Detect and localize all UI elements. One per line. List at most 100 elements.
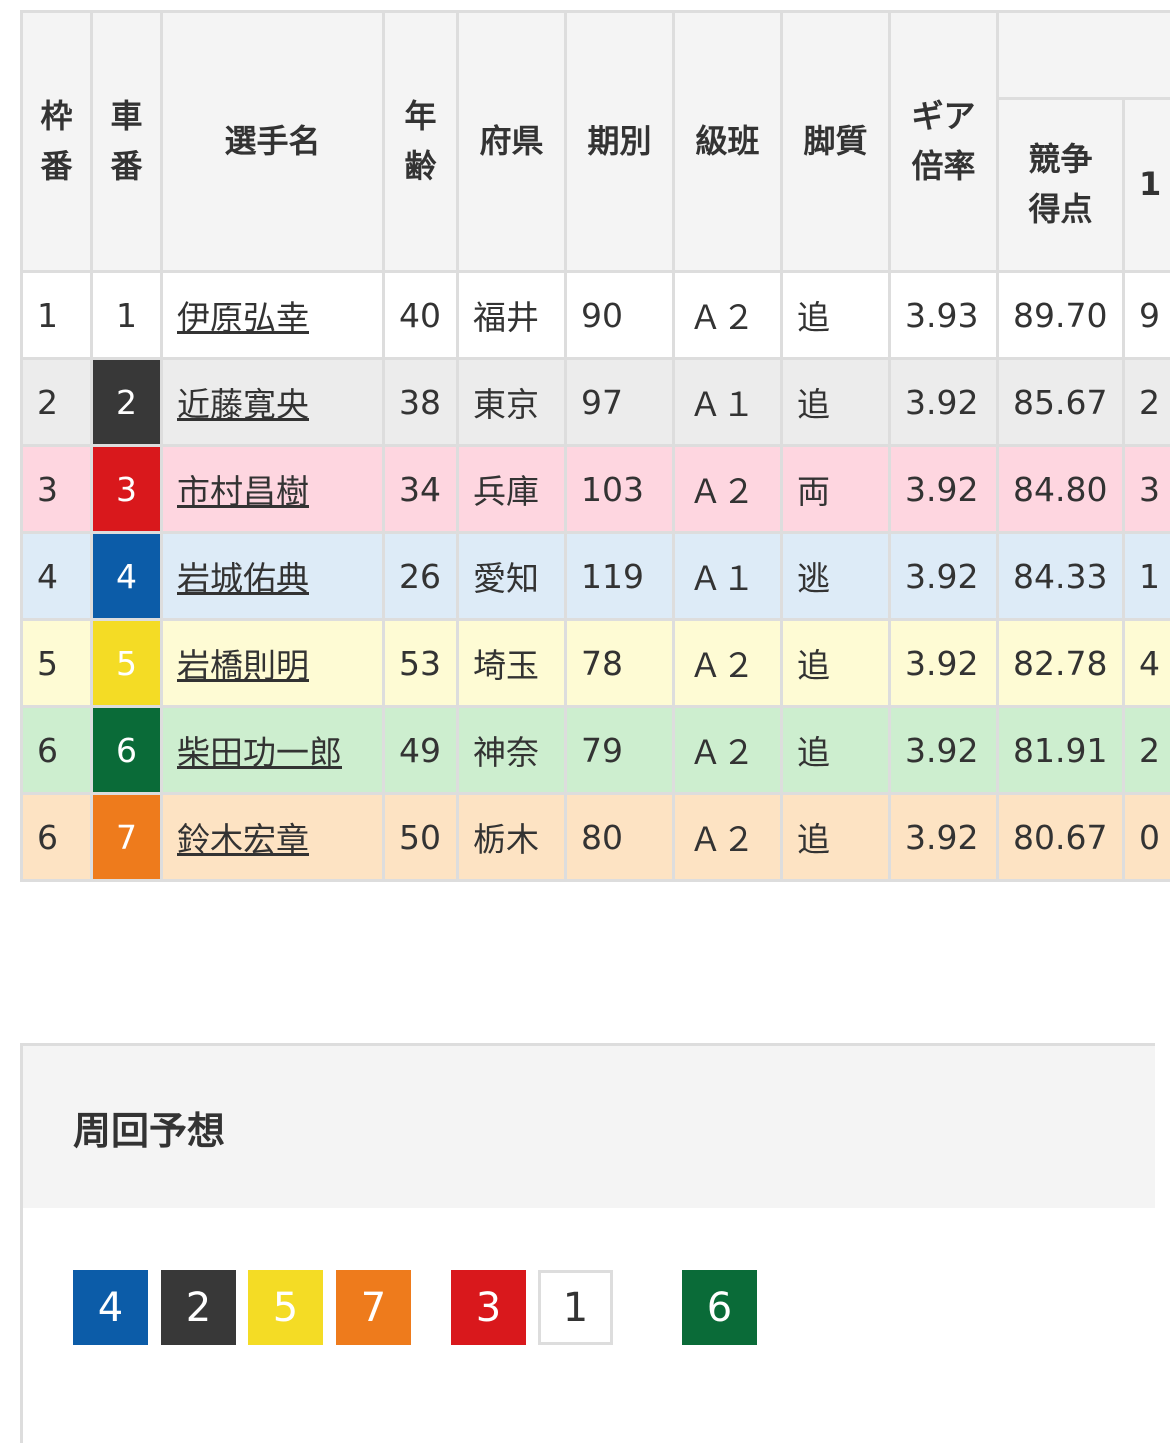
rider-name-link[interactable]: 岩城佑典 — [177, 559, 309, 598]
cell-gear: 3.92 — [890, 446, 998, 533]
cell-name: 鈴木宏章 — [162, 794, 384, 881]
cell-age: 34 — [384, 446, 458, 533]
cell-cut: 1 — [1124, 533, 1170, 620]
cell-term: 103 — [566, 446, 674, 533]
cell-waku: 6 — [22, 707, 92, 794]
rider-name-link[interactable]: 市村昌樹 — [177, 472, 309, 511]
header-score: 競争 得点 — [998, 99, 1124, 272]
cell-style: 追 — [782, 272, 890, 359]
cell-class: Ａ２ — [674, 272, 782, 359]
cell-name: 柴田功一郎 — [162, 707, 384, 794]
cell-score: 84.80 — [998, 446, 1124, 533]
cell-score: 89.70 — [998, 272, 1124, 359]
car-number-badge: 7 — [336, 1270, 411, 1345]
cell-class: Ａ２ — [674, 794, 782, 881]
cell-class: Ａ２ — [674, 446, 782, 533]
cell-class: Ａ１ — [674, 533, 782, 620]
cell-age: 26 — [384, 533, 458, 620]
cell-car: 5 — [92, 620, 162, 707]
cell-term: 90 — [566, 272, 674, 359]
cell-pref: 福井 — [458, 272, 566, 359]
header-pref: 府県 — [458, 12, 566, 272]
cell-gear: 3.92 — [890, 794, 998, 881]
cell-age: 38 — [384, 359, 458, 446]
cell-gear: 3.92 — [890, 359, 998, 446]
cell-term: 79 — [566, 707, 674, 794]
cell-pref: 愛知 — [458, 533, 566, 620]
car-number-badge: 1 — [538, 1270, 613, 1345]
cell-gear: 3.92 — [890, 620, 998, 707]
rider-name-link[interactable]: 鈴木宏章 — [177, 820, 309, 859]
cell-style: 逃 — [782, 533, 890, 620]
cell-car: 6 — [92, 707, 162, 794]
lap-prediction-title: 周回予想 — [23, 1046, 1155, 1208]
cell-style: 追 — [782, 620, 890, 707]
cell-class: Ａ２ — [674, 707, 782, 794]
header-cut: 1 — [1124, 99, 1170, 272]
cell-pref: 東京 — [458, 359, 566, 446]
cell-name: 岩城佑典 — [162, 533, 384, 620]
header-style: 脚質 — [782, 12, 890, 272]
header-gear: ギア 倍率 — [890, 12, 998, 272]
cell-name: 近藤寛央 — [162, 359, 384, 446]
cell-gear: 3.92 — [890, 533, 998, 620]
cell-car: 1 — [92, 272, 162, 359]
cell-pref: 埼玉 — [458, 620, 566, 707]
rider-name-link[interactable]: 伊原弘幸 — [177, 298, 309, 337]
cell-gear: 3.92 — [890, 707, 998, 794]
cell-term: 97 — [566, 359, 674, 446]
cell-car: 2 — [92, 359, 162, 446]
cell-car: 4 — [92, 533, 162, 620]
header-waku: 枠 番 — [22, 12, 92, 272]
cell-age: 53 — [384, 620, 458, 707]
rider-name-link[interactable]: 近藤寛央 — [177, 385, 309, 424]
cell-gear: 3.93 — [890, 272, 998, 359]
cell-score: 85.67 — [998, 359, 1124, 446]
cell-pref: 兵庫 — [458, 446, 566, 533]
cell-style: 両 — [782, 446, 890, 533]
header-name: 選手名 — [162, 12, 384, 272]
car-number-badge: 2 — [161, 1270, 236, 1345]
cell-style: 追 — [782, 707, 890, 794]
entry-table: 枠 番 車 番 選手名 年 齢 府県 期別 級班 脚質 ギア 倍率 競争 得点 … — [20, 10, 1170, 882]
cell-score: 84.33 — [998, 533, 1124, 620]
car-number-badge: 5 — [248, 1270, 323, 1345]
cell-cut: 4 — [1124, 620, 1170, 707]
cell-cut: 9 — [1124, 272, 1170, 359]
cell-style: 追 — [782, 359, 890, 446]
car-number-badge: 4 — [73, 1270, 148, 1345]
rider-name-link[interactable]: 岩橋則明 — [177, 646, 309, 685]
cell-car: 7 — [92, 794, 162, 881]
cell-score: 80.67 — [998, 794, 1124, 881]
cell-waku: 1 — [22, 272, 92, 359]
cell-waku: 5 — [22, 620, 92, 707]
cell-car: 3 — [92, 446, 162, 533]
cell-style: 追 — [782, 794, 890, 881]
cell-pref: 栃木 — [458, 794, 566, 881]
cell-term: 119 — [566, 533, 674, 620]
cell-score: 82.78 — [998, 620, 1124, 707]
cell-age: 50 — [384, 794, 458, 881]
cell-waku: 3 — [22, 446, 92, 533]
cell-waku: 2 — [22, 359, 92, 446]
cell-cut: 2 — [1124, 359, 1170, 446]
cell-name: 岩橋則明 — [162, 620, 384, 707]
cell-cut: 2 — [1124, 707, 1170, 794]
cell-cut: 3 — [1124, 446, 1170, 533]
cell-term: 78 — [566, 620, 674, 707]
cell-age: 40 — [384, 272, 458, 359]
header-age: 年 齢 — [384, 12, 458, 272]
rider-name-link[interactable]: 柴田功一郎 — [177, 733, 342, 772]
cell-name: 市村昌樹 — [162, 446, 384, 533]
header-group — [998, 12, 1170, 99]
cell-age: 49 — [384, 707, 458, 794]
cell-name: 伊原弘幸 — [162, 272, 384, 359]
